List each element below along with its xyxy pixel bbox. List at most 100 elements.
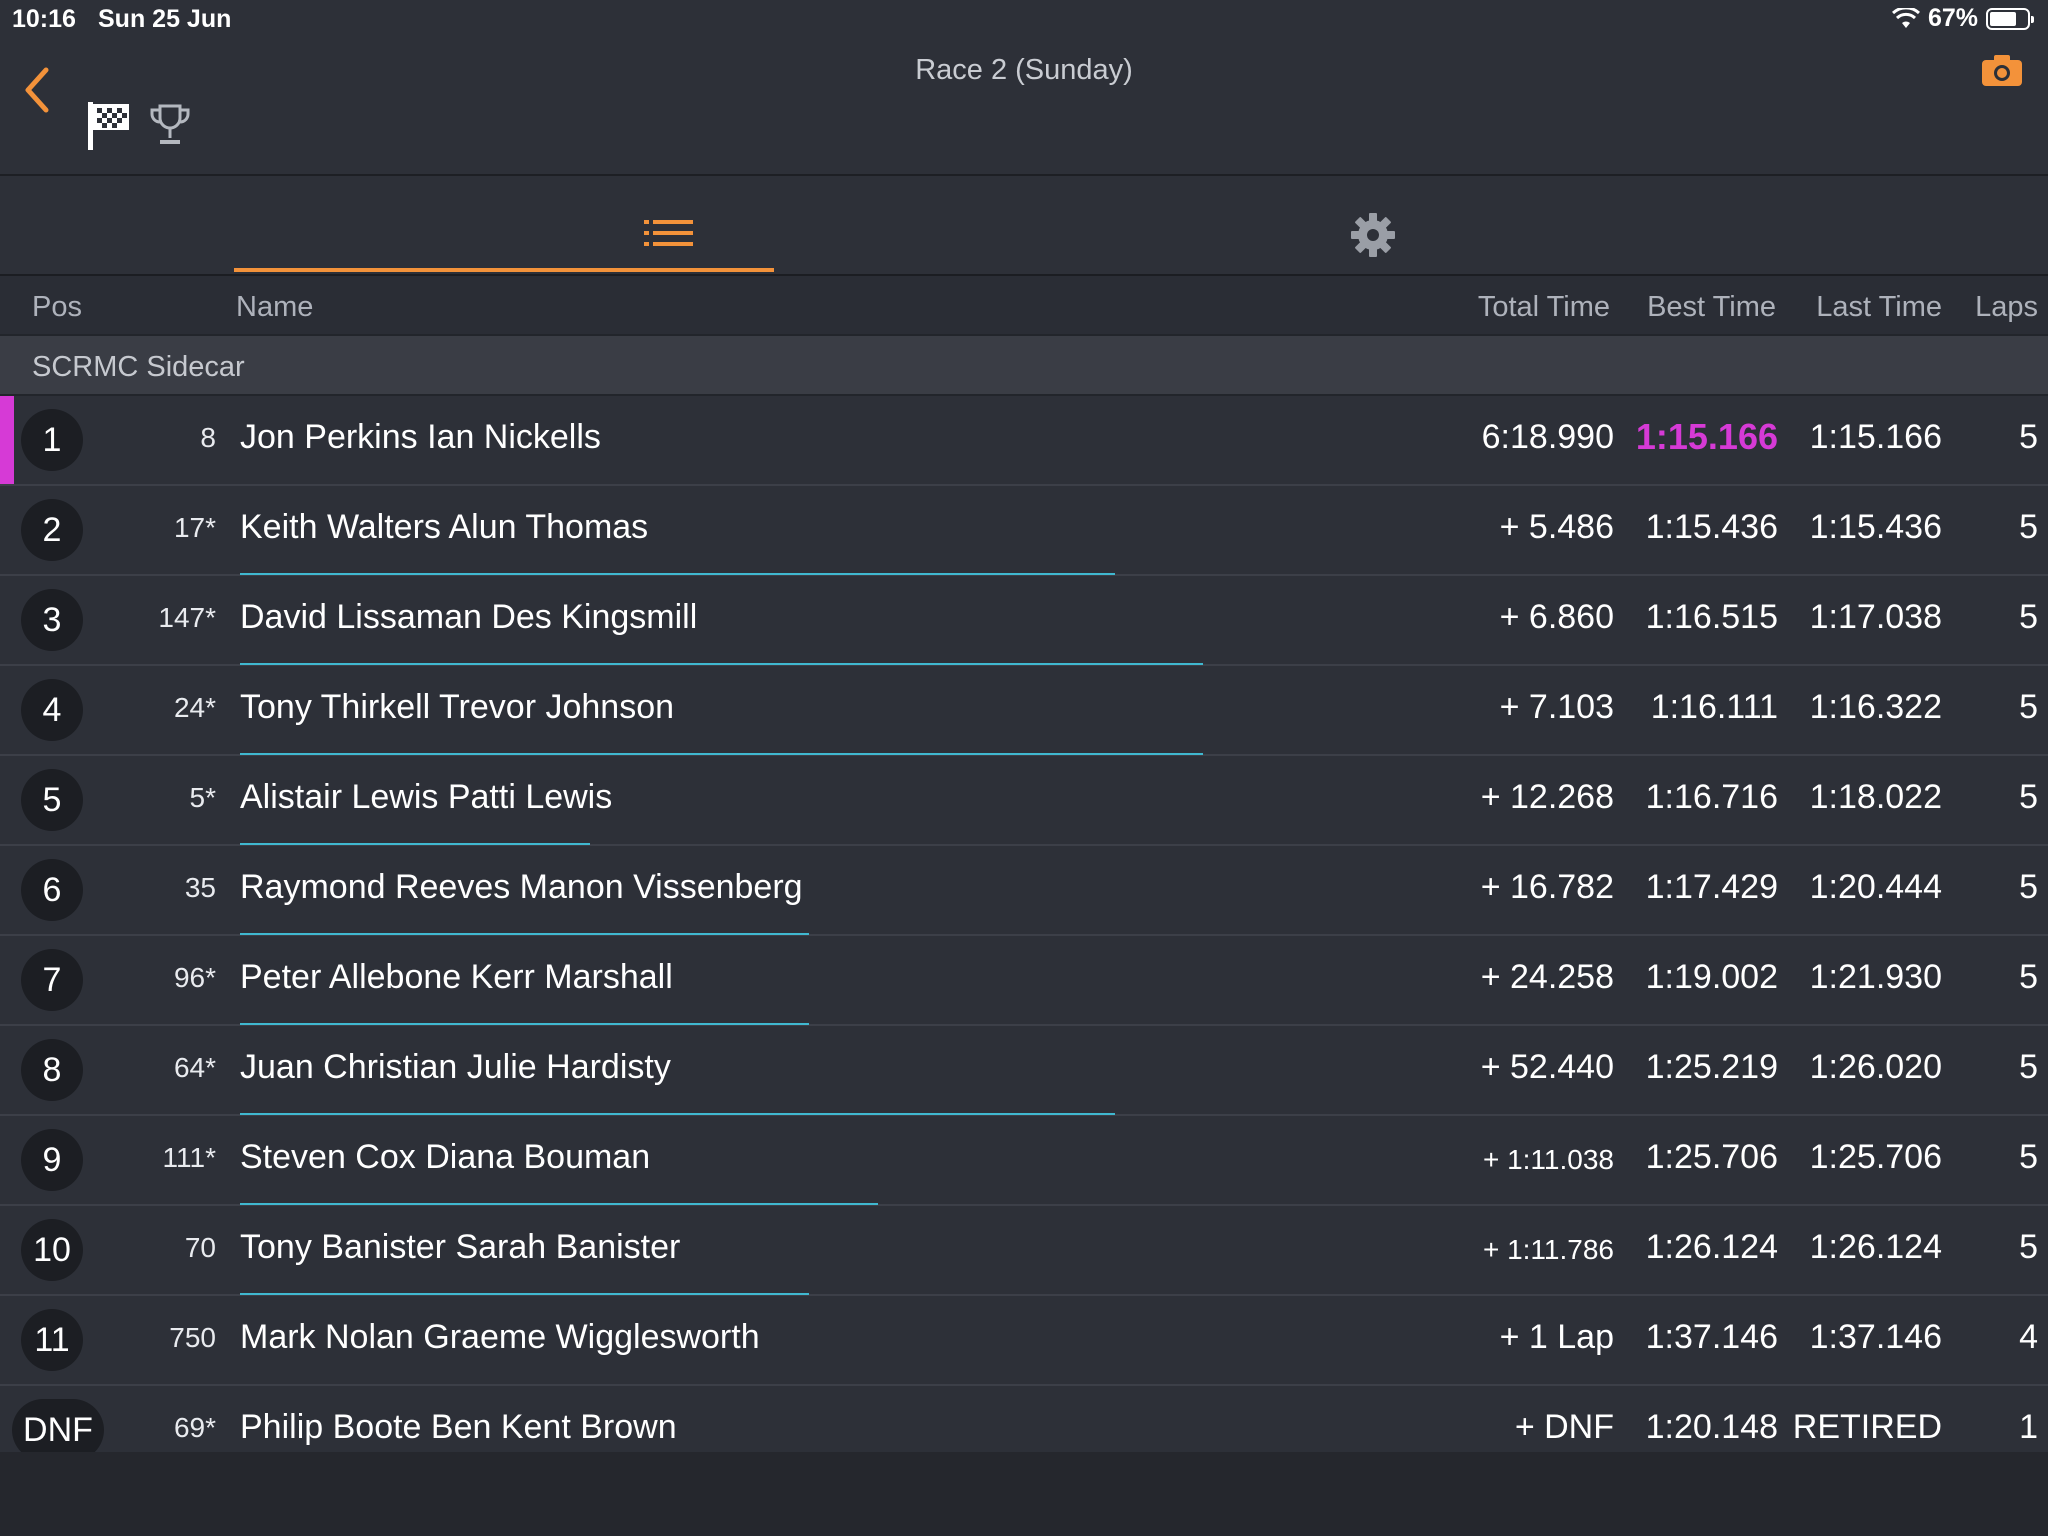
best-time: 1:25.219 <box>1645 1048 1778 1086</box>
race-number: 70 <box>184 1232 216 1263</box>
table-row[interactable]: 6 35 Raymond Reeves Manon Vissenberg + 16.7… <box>0 846 2048 936</box>
column-headers: Pos Name Total Time Best Time Last Time … <box>0 276 2048 336</box>
position-badge: 8 <box>21 1039 83 1101</box>
total-time: + 1:11.786 <box>1482 1234 1614 1265</box>
rider-names: Steven Cox Diana Bouman <box>240 1138 651 1176</box>
position-badge: 11 <box>21 1309 83 1371</box>
race-number: 5* <box>189 782 216 813</box>
tab-results-list[interactable] <box>234 176 774 272</box>
best-time: 1:16.515 <box>1645 598 1778 636</box>
rider-names: Jon Perkins Ian Nickells <box>240 418 601 456</box>
gap-bar <box>240 1293 809 1295</box>
status-date: Sun 25 Jun <box>98 5 232 33</box>
race-number: 35 <box>184 872 216 903</box>
header: Race 2 (Sunday) <box>0 40 2048 176</box>
col-laps[interactable]: Laps <box>1975 291 2038 323</box>
gap-bar <box>240 573 1115 575</box>
rider-names: David Lissaman Des Kingsmill <box>240 598 698 636</box>
race-number: 111* <box>162 1142 216 1173</box>
list-icon <box>644 220 693 246</box>
back-button[interactable] <box>18 60 58 120</box>
last-time: 1:25.706 <box>1809 1138 1942 1176</box>
total-time: 6:18.990 <box>1481 418 1614 456</box>
last-time: 1:21.930 <box>1809 958 1942 996</box>
race-number: 69* <box>173 1412 216 1443</box>
total-time: + 5.486 <box>1499 508 1614 546</box>
total-time: + 1:11.038 <box>1482 1144 1614 1175</box>
total-time: + 7.103 <box>1499 688 1614 726</box>
laps-count: 5 <box>2019 688 2038 726</box>
last-time: 1:17.038 <box>1809 598 1942 636</box>
table-row[interactable]: 7 96* Peter Allebone Kerr Marshall + 24.258… <box>0 936 2048 1026</box>
best-time: 1:19.002 <box>1645 958 1778 996</box>
race-number: 17* <box>173 512 216 543</box>
last-time: 1:37.146 <box>1809 1318 1942 1356</box>
results-table: 1 8 Jon Perkins Ian Nickells 6:18.990 1:15.1… <box>0 396 2048 1476</box>
gap-bar <box>240 933 809 935</box>
screenshot-button[interactable] <box>1980 52 2024 93</box>
total-time: + 16.782 <box>1480 868 1614 906</box>
col-last-time[interactable]: Last Time <box>1816 291 1942 323</box>
laps-count: 1 <box>2019 1408 2038 1446</box>
last-time: 1:15.436 <box>1809 508 1942 546</box>
best-time: 1:17.429 <box>1645 868 1778 906</box>
fastest-lap-marker <box>0 396 14 484</box>
table-row[interactable]: 5 5* Alistair Lewis Patti Lewis + 12.268 1:1… <box>0 756 2048 846</box>
col-pos[interactable]: Pos <box>32 291 82 323</box>
table-row[interactable]: 10 70 Tony Banister Sarah Banister + 1:11.7… <box>0 1206 2048 1296</box>
table-row[interactable]: 9 111* Steven Cox Diana Bouman + 1:11.038 1:… <box>0 1116 2048 1206</box>
table-row[interactable]: 3 147* David Lissaman Des Kingsmill + 6.860… <box>0 576 2048 666</box>
position-badge: 7 <box>21 949 83 1011</box>
gear-icon <box>1351 213 1395 257</box>
position-badge: 1 <box>21 409 83 471</box>
rider-names: Alistair Lewis Patti Lewis <box>240 778 613 816</box>
col-best-time[interactable]: Best Time <box>1647 291 1776 323</box>
tab-settings[interactable] <box>1350 212 1396 263</box>
best-time: 1:16.111 <box>1650 688 1778 726</box>
laps-count: 5 <box>2019 1138 2038 1176</box>
status-time: 10:16 <box>12 5 76 33</box>
gap-bar <box>240 1203 878 1205</box>
battery-percent: 67% <box>1927 4 1978 32</box>
rider-names: Tony Thirkell Trevor Johnson <box>240 688 675 726</box>
col-total-time[interactable]: Total Time <box>1477 291 1610 323</box>
gap-bar <box>240 753 1203 755</box>
total-time: + DNF <box>1514 1408 1614 1446</box>
position-badge: DNF <box>12 1399 104 1461</box>
active-tab-indicator <box>234 268 774 272</box>
race-number: 64* <box>173 1052 216 1083</box>
rider-names: Juan Christian Julie Hardisty <box>240 1048 671 1086</box>
last-time: 1:16.322 <box>1809 688 1942 726</box>
laps-count: 5 <box>2019 1048 2038 1086</box>
table-row[interactable]: 8 64* Juan Christian Julie Hardisty + 52.44… <box>0 1026 2048 1116</box>
position-badge: 6 <box>21 859 83 921</box>
table-row[interactable]: 11 750 Mark Nolan Graeme Wigglesworth + 1 L… <box>0 1296 2048 1386</box>
gap-bar <box>240 1023 809 1025</box>
rider-names: Keith Walters Alun Thomas <box>240 508 649 546</box>
table-row[interactable]: 2 17* Keith Walters Alun Thomas + 5.486 1:15… <box>0 486 2048 576</box>
position-badge: 5 <box>21 769 83 831</box>
position-badge: 4 <box>21 679 83 741</box>
standings-trophy-button[interactable] <box>148 102 192 153</box>
laps-count: 5 <box>2019 1228 2038 1266</box>
rider-names: Mark Nolan Graeme Wigglesworth <box>240 1318 760 1356</box>
laps-count: 5 <box>2019 418 2038 456</box>
last-time: 1:26.124 <box>1809 1228 1942 1266</box>
race-number: 750 <box>169 1322 216 1353</box>
race-number: 147* <box>158 602 216 633</box>
best-time: 1:15.166 <box>1635 416 1778 457</box>
results-flag-button[interactable] <box>86 100 132 157</box>
battery-icon <box>1986 7 2034 30</box>
gap-bar <box>240 1113 1115 1115</box>
status-bar: 10:16 Sun 25 Jun 67% <box>0 0 2048 40</box>
col-name[interactable]: Name <box>236 291 314 323</box>
best-time: 1:16.716 <box>1645 778 1778 816</box>
gap-bar <box>240 663 1203 665</box>
rider-names: Peter Allebone Kerr Marshall <box>240 958 673 996</box>
table-row[interactable]: 1 8 Jon Perkins Ian Nickells 6:18.990 1:15.1… <box>0 396 2048 486</box>
table-row[interactable]: 4 24* Tony Thirkell Trevor Johnson + 7.103 1… <box>0 666 2048 756</box>
last-time: 1:15.166 <box>1809 418 1942 456</box>
rider-names: Philip Boote Ben Kent Brown <box>240 1408 677 1446</box>
checkered-flag-icon <box>88 102 129 150</box>
last-time: 1:18.022 <box>1809 778 1942 816</box>
